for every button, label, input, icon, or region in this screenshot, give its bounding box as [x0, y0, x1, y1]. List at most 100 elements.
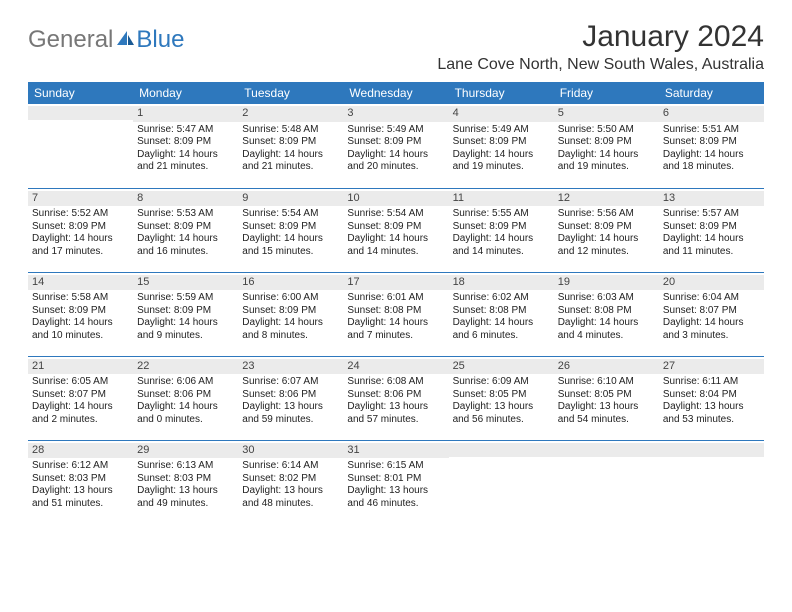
logo: General Blue — [28, 26, 184, 54]
sunrise-text: Sunrise: 5:58 AM — [32, 292, 129, 305]
day-number: 3 — [343, 106, 448, 122]
daylight-text: Daylight: 14 hours and 18 minutes. — [663, 149, 760, 174]
daylight-text: Daylight: 14 hours and 19 minutes. — [453, 149, 550, 174]
sunrise-text: Sunrise: 5:48 AM — [242, 124, 339, 137]
calendar-cell: 21Sunrise: 6:05 AMSunset: 8:07 PMDayligh… — [28, 356, 133, 440]
daylight-text: Daylight: 14 hours and 19 minutes. — [558, 149, 655, 174]
day-number: 18 — [449, 275, 554, 291]
title-block: January 2024 Lane Cove North, New South … — [437, 20, 764, 74]
day-number: 25 — [449, 359, 554, 375]
sunset-text: Sunset: 8:06 PM — [137, 389, 234, 402]
calendar-cell: 25Sunrise: 6:09 AMSunset: 8:05 PMDayligh… — [449, 356, 554, 440]
sunrise-text: Sunrise: 6:01 AM — [347, 292, 444, 305]
calendar-cell: 14Sunrise: 5:58 AMSunset: 8:09 PMDayligh… — [28, 272, 133, 356]
sunset-text: Sunset: 8:09 PM — [347, 221, 444, 234]
daylight-text: Daylight: 13 hours and 59 minutes. — [242, 401, 339, 426]
sunrise-text: Sunrise: 5:53 AM — [137, 208, 234, 221]
weekday-header: Thursday — [449, 82, 554, 104]
calendar-cell — [659, 440, 764, 524]
calendar-cell: 3Sunrise: 5:49 AMSunset: 8:09 PMDaylight… — [343, 104, 448, 188]
day-number: 9 — [238, 191, 343, 207]
sunrise-text: Sunrise: 6:02 AM — [453, 292, 550, 305]
daylight-text: Daylight: 14 hours and 14 minutes. — [347, 233, 444, 258]
daylight-text: Daylight: 14 hours and 14 minutes. — [453, 233, 550, 258]
daylight-text: Daylight: 14 hours and 15 minutes. — [242, 233, 339, 258]
day-number: 4 — [449, 106, 554, 122]
sunset-text: Sunset: 8:05 PM — [453, 389, 550, 402]
day-number — [449, 443, 554, 457]
month-title: January 2024 — [437, 20, 764, 54]
calendar-cell: 7Sunrise: 5:52 AMSunset: 8:09 PMDaylight… — [28, 188, 133, 272]
sail-icon — [115, 26, 135, 54]
sunset-text: Sunset: 8:09 PM — [663, 221, 760, 234]
calendar-cell: 22Sunrise: 6:06 AMSunset: 8:06 PMDayligh… — [133, 356, 238, 440]
calendar-cell — [28, 104, 133, 188]
sunset-text: Sunset: 8:02 PM — [242, 473, 339, 486]
sunset-text: Sunset: 8:06 PM — [242, 389, 339, 402]
sunrise-text: Sunrise: 6:12 AM — [32, 460, 129, 473]
sunrise-text: Sunrise: 6:09 AM — [453, 376, 550, 389]
sunrise-text: Sunrise: 5:51 AM — [663, 124, 760, 137]
day-number: 24 — [343, 359, 448, 375]
sunset-text: Sunset: 8:08 PM — [453, 305, 550, 318]
daylight-text: Daylight: 14 hours and 12 minutes. — [558, 233, 655, 258]
day-number: 22 — [133, 359, 238, 375]
calendar-cell: 13Sunrise: 5:57 AMSunset: 8:09 PMDayligh… — [659, 188, 764, 272]
sunrise-text: Sunrise: 6:13 AM — [137, 460, 234, 473]
calendar-cell: 20Sunrise: 6:04 AMSunset: 8:07 PMDayligh… — [659, 272, 764, 356]
day-number: 27 — [659, 359, 764, 375]
daylight-text: Daylight: 13 hours and 57 minutes. — [347, 401, 444, 426]
sunrise-text: Sunrise: 5:56 AM — [558, 208, 655, 221]
sunrise-text: Sunrise: 5:57 AM — [663, 208, 760, 221]
sunset-text: Sunset: 8:09 PM — [558, 221, 655, 234]
calendar-cell: 15Sunrise: 5:59 AMSunset: 8:09 PMDayligh… — [133, 272, 238, 356]
weekday-header: Friday — [554, 82, 659, 104]
sunrise-text: Sunrise: 5:59 AM — [137, 292, 234, 305]
sunset-text: Sunset: 8:01 PM — [347, 473, 444, 486]
sunrise-text: Sunrise: 5:55 AM — [453, 208, 550, 221]
day-number: 19 — [554, 275, 659, 291]
sunset-text: Sunset: 8:09 PM — [32, 221, 129, 234]
day-number: 16 — [238, 275, 343, 291]
daylight-text: Daylight: 14 hours and 3 minutes. — [663, 317, 760, 342]
calendar-row: 28Sunrise: 6:12 AMSunset: 8:03 PMDayligh… — [28, 440, 764, 524]
daylight-text: Daylight: 13 hours and 48 minutes. — [242, 485, 339, 510]
daylight-text: Daylight: 14 hours and 9 minutes. — [137, 317, 234, 342]
sunrise-text: Sunrise: 6:10 AM — [558, 376, 655, 389]
sunrise-text: Sunrise: 6:08 AM — [347, 376, 444, 389]
sunset-text: Sunset: 8:09 PM — [137, 221, 234, 234]
daylight-text: Daylight: 14 hours and 6 minutes. — [453, 317, 550, 342]
calendar-cell — [449, 440, 554, 524]
day-number: 14 — [28, 275, 133, 291]
calendar-cell: 24Sunrise: 6:08 AMSunset: 8:06 PMDayligh… — [343, 356, 448, 440]
page-header: General Blue January 2024 Lane Cove Nort… — [28, 20, 764, 74]
sunrise-text: Sunrise: 6:04 AM — [663, 292, 760, 305]
calendar-cell: 27Sunrise: 6:11 AMSunset: 8:04 PMDayligh… — [659, 356, 764, 440]
sunrise-text: Sunrise: 6:07 AM — [242, 376, 339, 389]
sunrise-text: Sunrise: 5:54 AM — [347, 208, 444, 221]
day-number: 30 — [238, 443, 343, 459]
calendar-cell: 6Sunrise: 5:51 AMSunset: 8:09 PMDaylight… — [659, 104, 764, 188]
sunrise-text: Sunrise: 5:52 AM — [32, 208, 129, 221]
day-number: 6 — [659, 106, 764, 122]
sunrise-text: Sunrise: 6:06 AM — [137, 376, 234, 389]
day-number — [659, 443, 764, 457]
sunrise-text: Sunrise: 6:03 AM — [558, 292, 655, 305]
day-number: 8 — [133, 191, 238, 207]
daylight-text: Daylight: 14 hours and 21 minutes. — [242, 149, 339, 174]
sunrise-text: Sunrise: 5:47 AM — [137, 124, 234, 137]
calendar-cell: 23Sunrise: 6:07 AMSunset: 8:06 PMDayligh… — [238, 356, 343, 440]
sunset-text: Sunset: 8:05 PM — [558, 389, 655, 402]
day-number: 7 — [28, 191, 133, 207]
calendar-table: Sunday Monday Tuesday Wednesday Thursday… — [28, 82, 764, 524]
daylight-text: Daylight: 14 hours and 8 minutes. — [242, 317, 339, 342]
sunset-text: Sunset: 8:09 PM — [32, 305, 129, 318]
calendar-cell: 1Sunrise: 5:47 AMSunset: 8:09 PMDaylight… — [133, 104, 238, 188]
calendar-cell — [554, 440, 659, 524]
sunrise-text: Sunrise: 6:05 AM — [32, 376, 129, 389]
day-number: 23 — [238, 359, 343, 375]
sunset-text: Sunset: 8:03 PM — [32, 473, 129, 486]
calendar-cell: 29Sunrise: 6:13 AMSunset: 8:03 PMDayligh… — [133, 440, 238, 524]
sunrise-text: Sunrise: 5:54 AM — [242, 208, 339, 221]
logo-text-blue: Blue — [136, 26, 184, 54]
